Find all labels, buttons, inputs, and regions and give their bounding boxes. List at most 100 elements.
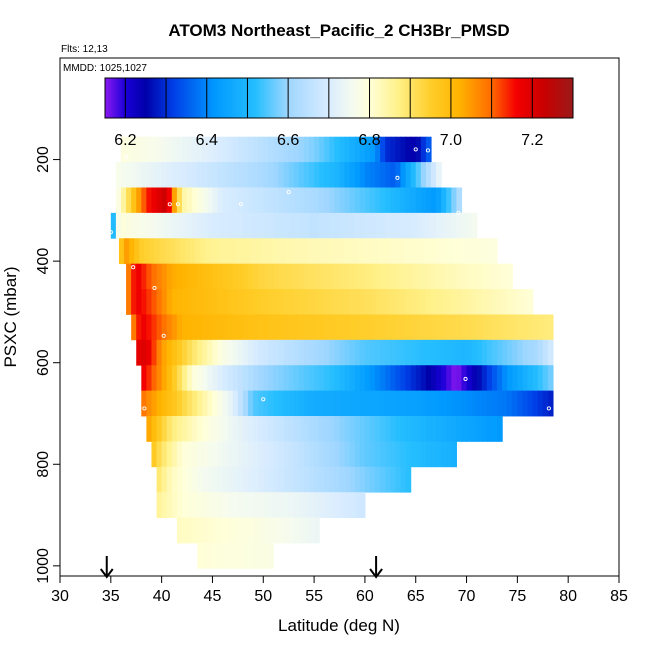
heatmap-cell: [227, 466, 234, 493]
heatmap-cell: [344, 466, 351, 493]
heatmap-cell: [242, 339, 249, 366]
heatmap-cell: [309, 517, 315, 544]
heatmap-cell: [547, 365, 554, 392]
heatmap-cell: [466, 339, 473, 366]
heatmap-cell: [369, 466, 376, 493]
heatmap-cell: [258, 416, 264, 442]
down-arrow-head-icon: [369, 568, 383, 579]
heatmap-cell: [481, 365, 488, 392]
heatmap-cell: [187, 289, 193, 315]
heatmap-cell: [146, 162, 153, 188]
heatmap-cell: [156, 339, 163, 366]
heatmap-cell: [207, 542, 214, 569]
heatmap-cell: [217, 289, 224, 315]
heatmap-cell: [273, 162, 280, 188]
heatmap-cell: [136, 212, 142, 239]
heatmap-cell: [176, 390, 183, 417]
heatmap-cell: [395, 365, 402, 392]
heatmap-cell: [263, 492, 269, 518]
heatmap-cell: [207, 212, 214, 239]
heatmap-cell: [430, 339, 437, 366]
heatmap-cell: [273, 441, 280, 468]
heatmap-cell: [161, 136, 168, 163]
heatmap-cell: [179, 238, 186, 265]
heatmap-cell: [303, 187, 310, 214]
heatmap-cell: [298, 492, 305, 518]
heatmap-cell: [171, 390, 178, 417]
heatmap-cell: [237, 187, 244, 214]
heatmap-cell: [354, 390, 361, 417]
heatmap-cell: [410, 212, 417, 239]
heatmap-cell: [156, 136, 163, 163]
heatmap-cell: [156, 263, 163, 290]
heatmap-cell: [166, 289, 173, 315]
heatmap-cell: [197, 492, 203, 518]
heatmap-cell: [291, 238, 298, 265]
heatmap-cell: [293, 263, 300, 290]
heatmap-cell: [380, 136, 386, 163]
heatmap-cell: [293, 492, 300, 518]
heatmap-cell: [181, 339, 188, 366]
heatmap-cell: [364, 289, 371, 315]
heatmap-cell: [430, 212, 437, 239]
heatmap-cell: [354, 136, 361, 163]
heatmap-cell: [415, 441, 422, 468]
heatmap-cell: [324, 339, 330, 366]
heatmap-cell: [339, 339, 346, 366]
colorbar-tick-label: 6.4: [196, 132, 218, 149]
heatmap-cell: [151, 212, 158, 239]
heatmap-cell: [400, 212, 407, 239]
heatmap-cell: [242, 136, 249, 163]
heatmap-cell: [395, 289, 402, 315]
heatmap-cell: [405, 289, 412, 315]
heatmap-cell: [237, 416, 244, 442]
heatmap-cell: [425, 314, 432, 341]
heatmap-cell: [268, 212, 275, 239]
heatmap-cell: [425, 365, 432, 392]
heatmap-cell: [293, 441, 300, 468]
heatmap-cell: [486, 314, 493, 341]
heatmap-cell: [517, 289, 524, 315]
heatmap-cell: [344, 390, 351, 417]
heatmap-cell: [222, 542, 229, 569]
heatmap-cell: [420, 365, 427, 392]
heatmap-cell: [253, 314, 259, 341]
heatmap-cell: [423, 238, 430, 265]
heatmap-cell: [281, 238, 288, 265]
heatmap-cell: [212, 339, 219, 366]
sample-point: [456, 210, 461, 215]
heatmap-cell: [166, 136, 173, 163]
heatmap-cell: [339, 416, 346, 442]
heatmap-cell: [471, 339, 478, 366]
heatmap-cell: [232, 314, 239, 341]
heatmap-cell: [319, 314, 325, 341]
heatmap-cell: [176, 263, 183, 290]
y-axis: 200 400 600 800 1000: [35, 146, 60, 584]
heatmap-cell: [126, 263, 132, 290]
heatmap-cell: [380, 365, 386, 392]
heatmap-cell: [197, 441, 203, 468]
heatmap-cell: [441, 416, 447, 442]
heatmap-cell: [461, 263, 468, 290]
heatmap-cell: [293, 136, 300, 163]
heatmap-cell: [202, 263, 208, 290]
heatmap-cell: [187, 339, 193, 366]
heatmap-cell: [222, 212, 229, 239]
heatmap-cell: [489, 238, 496, 265]
heatmap-cell: [334, 136, 341, 163]
heatmap-cell: [181, 263, 188, 290]
heatmap-cell: [446, 339, 452, 366]
heatmap-cell: [197, 542, 203, 569]
heatmap-cell: [227, 416, 234, 442]
heatmap-cell: [303, 416, 310, 442]
heatmap-cell: [273, 289, 280, 315]
heatmap-cell: [151, 416, 158, 442]
heatmap-cell: [491, 390, 498, 417]
heatmap-cell: [415, 314, 422, 341]
heatmap-cell: [171, 212, 178, 239]
heatmap-cell: [418, 238, 425, 265]
heatmap-cell: [190, 238, 196, 265]
heatmap-cell: [380, 314, 386, 341]
heatmap-cell: [192, 263, 198, 290]
heatmap-cell: [212, 212, 219, 239]
